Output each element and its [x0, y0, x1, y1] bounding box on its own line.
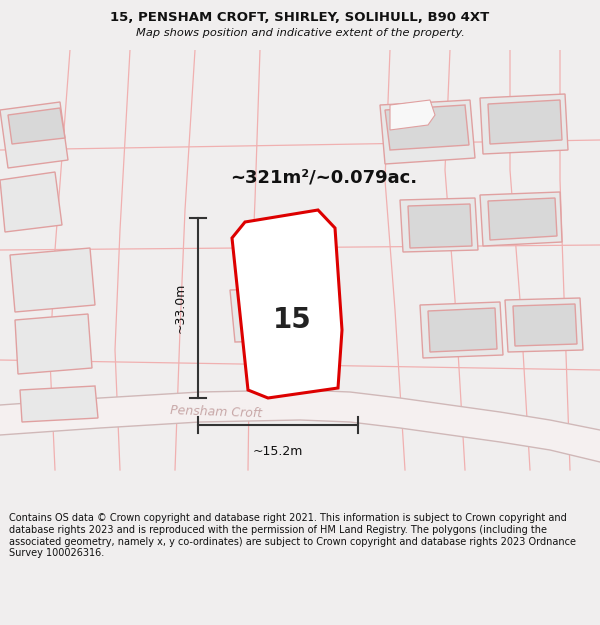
Polygon shape — [230, 288, 315, 342]
Polygon shape — [420, 302, 503, 358]
Polygon shape — [505, 298, 583, 352]
Polygon shape — [428, 308, 497, 352]
Polygon shape — [20, 386, 98, 422]
Polygon shape — [10, 248, 95, 312]
Polygon shape — [0, 390, 600, 462]
Polygon shape — [385, 105, 469, 150]
Polygon shape — [488, 198, 557, 240]
Text: Map shows position and indicative extent of the property.: Map shows position and indicative extent… — [136, 28, 464, 38]
Polygon shape — [400, 198, 478, 252]
Polygon shape — [480, 94, 568, 154]
Polygon shape — [380, 100, 475, 164]
Text: Contains OS data © Crown copyright and database right 2021. This information is : Contains OS data © Crown copyright and d… — [9, 514, 576, 558]
Polygon shape — [513, 304, 577, 346]
Text: ~33.0m: ~33.0m — [173, 282, 187, 333]
Text: 15: 15 — [272, 306, 311, 334]
Text: ~321m²/~0.079ac.: ~321m²/~0.079ac. — [230, 169, 417, 187]
Polygon shape — [390, 100, 435, 130]
Polygon shape — [0, 172, 62, 232]
Text: 15, PENSHAM CROFT, SHIRLEY, SOLIHULL, B90 4XT: 15, PENSHAM CROFT, SHIRLEY, SOLIHULL, B9… — [110, 11, 490, 24]
Polygon shape — [480, 192, 562, 246]
Polygon shape — [232, 210, 342, 398]
Text: ~15.2m: ~15.2m — [253, 445, 303, 458]
Polygon shape — [8, 108, 65, 144]
Polygon shape — [0, 102, 68, 168]
Text: Pensham Croft: Pensham Croft — [170, 404, 262, 420]
Polygon shape — [408, 204, 472, 248]
Polygon shape — [488, 100, 562, 144]
Polygon shape — [15, 314, 92, 374]
